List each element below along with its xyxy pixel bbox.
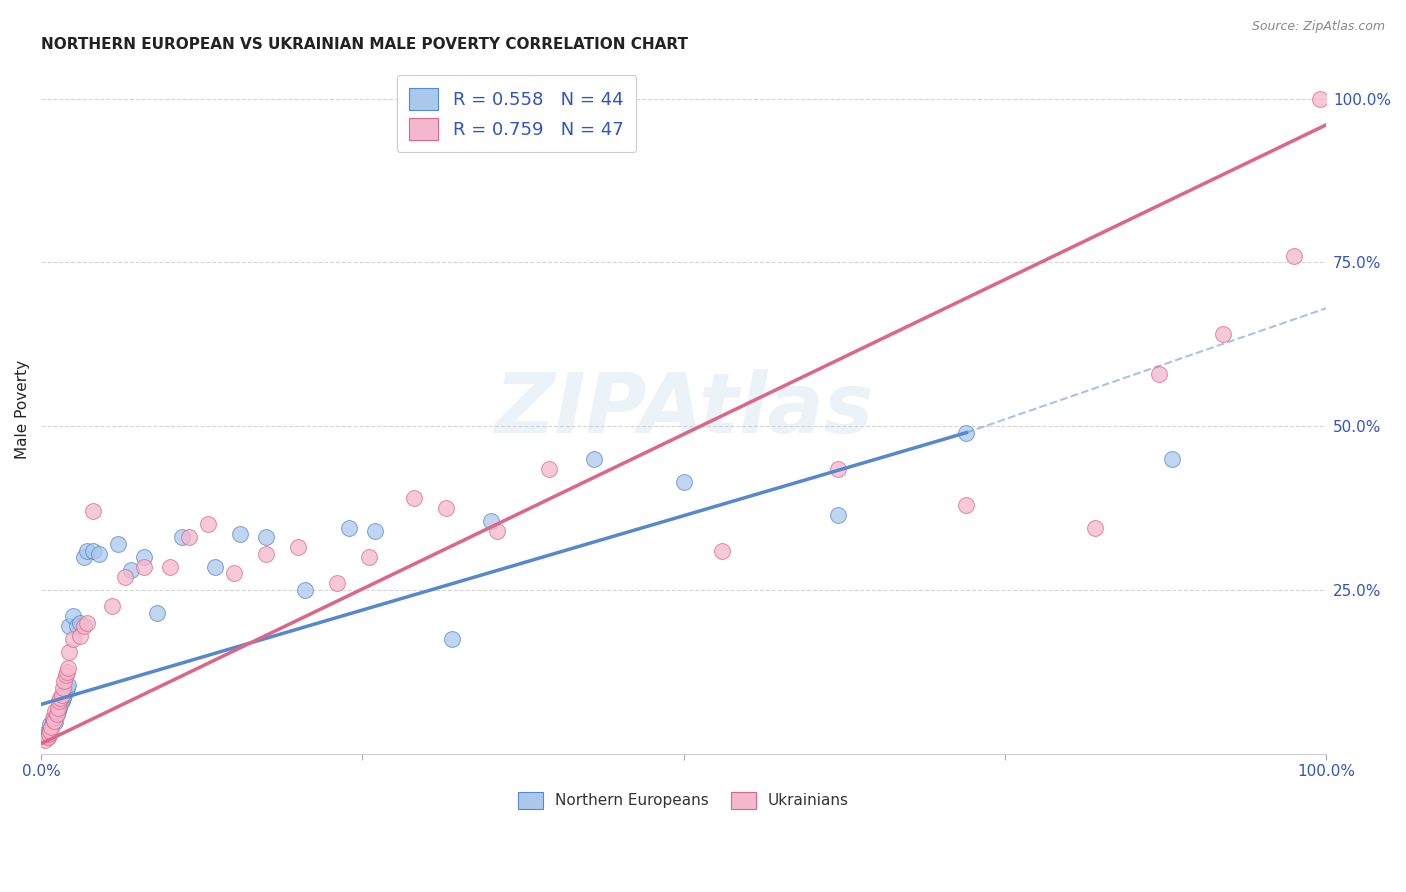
Point (51, 688, 73, 702)
Point (537, 461, 560, 475)
Point (41, 720, 63, 734)
Point (52, 690, 75, 705)
Point (159, 560, 181, 574)
Point (34, 727, 56, 741)
Point (55, 684, 77, 698)
Point (364, 524, 387, 538)
Point (66, 619, 89, 633)
Point (45, 707, 67, 722)
Point (120, 563, 142, 577)
Point (711, 543, 734, 558)
Point (145, 606, 167, 620)
Point (479, 514, 502, 528)
Point (955, 425, 977, 440)
Point (1212, 327, 1234, 342)
Point (52, 681, 75, 695)
Point (402, 491, 425, 505)
Point (229, 527, 252, 541)
Point (56, 678, 79, 692)
Point (339, 520, 361, 534)
Point (72, 550, 94, 565)
Point (39, 723, 62, 738)
Point (55, 668, 77, 682)
Point (101, 599, 124, 614)
Point (325, 576, 347, 591)
Point (34, 733, 56, 747)
Point (58, 619, 80, 633)
Point (72, 619, 94, 633)
Point (76, 615, 98, 630)
Point (294, 582, 316, 597)
Point (46, 700, 69, 714)
Point (46, 704, 69, 718)
Point (49, 698, 72, 712)
Point (82, 543, 104, 558)
Point (357, 550, 380, 565)
Text: ZIPAtlas: ZIPAtlas (494, 369, 873, 450)
Point (672, 475, 695, 489)
Point (486, 524, 509, 538)
Point (53, 688, 76, 702)
Point (49, 690, 72, 705)
Point (56, 661, 79, 675)
Point (114, 570, 136, 584)
Point (39, 717, 62, 731)
Y-axis label: Male Poverty: Male Poverty (15, 360, 30, 459)
Point (1282, 249, 1305, 263)
Point (254, 530, 277, 544)
Point (69, 615, 91, 630)
Point (254, 547, 277, 561)
Point (53, 674, 76, 689)
Point (177, 530, 200, 544)
Point (42, 710, 65, 724)
Point (37, 730, 59, 744)
Point (37, 730, 59, 744)
Point (1084, 520, 1107, 534)
Point (287, 541, 309, 555)
Point (45, 707, 67, 722)
Point (82, 504, 104, 518)
Point (42, 714, 65, 728)
Point (62, 609, 84, 624)
Point (107, 537, 129, 551)
Point (48, 694, 70, 708)
Point (204, 560, 226, 574)
Point (44, 704, 66, 718)
Point (48, 700, 70, 714)
Point (222, 566, 245, 581)
Point (827, 508, 849, 522)
Point (1309, 92, 1331, 106)
Point (434, 500, 457, 515)
Point (1147, 367, 1170, 381)
Text: Source: ZipAtlas.com: Source: ZipAtlas.com (1251, 20, 1385, 33)
Point (56, 681, 79, 695)
Point (582, 451, 605, 466)
Point (38, 727, 60, 741)
Point (38, 723, 60, 738)
Point (197, 517, 219, 532)
Point (1160, 451, 1182, 466)
Point (41, 720, 63, 734)
Text: NORTHERN EUROPEAN VS UKRAINIAN MALE POVERTY CORRELATION CHART: NORTHERN EUROPEAN VS UKRAINIAN MALE POVE… (41, 37, 688, 53)
Point (69, 629, 91, 643)
Point (51, 694, 73, 708)
Point (56, 665, 79, 679)
Point (132, 550, 155, 565)
Point (827, 461, 849, 475)
Point (132, 560, 155, 574)
Point (76, 543, 98, 558)
Legend: Northern Europeans, Ukrainians: Northern Europeans, Ukrainians (512, 786, 855, 814)
Point (62, 632, 84, 646)
Point (172, 530, 194, 544)
Point (441, 632, 464, 646)
Point (58, 645, 80, 659)
Point (41, 710, 63, 724)
Point (87, 547, 110, 561)
Point (41, 714, 63, 728)
Point (955, 498, 977, 512)
Point (44, 715, 66, 730)
